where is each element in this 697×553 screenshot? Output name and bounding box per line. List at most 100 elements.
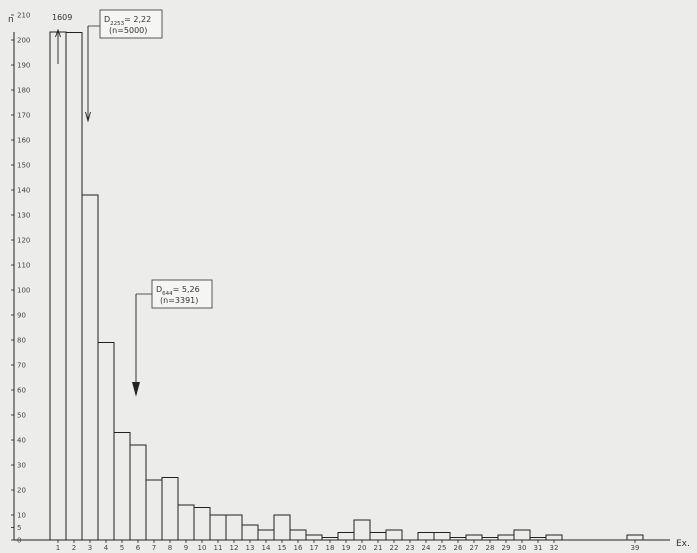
y-tick-label: 180: [17, 87, 30, 95]
x-tick-label: 5: [120, 544, 124, 552]
annotation-d644: D644= 5,26 (n=3391): [132, 279, 213, 397]
x-tick-label: 28: [486, 544, 495, 552]
annotation-formula: D2253= 2,22: [104, 15, 151, 27]
x-tick-label: 18: [326, 544, 335, 552]
x-tick-label: 2: [72, 544, 76, 552]
bar: [385, 529, 403, 541]
bar: [97, 342, 115, 541]
y-tick-label: 160: [17, 137, 30, 145]
bar: [161, 477, 179, 541]
annotation-formula: D644= 5,26: [156, 285, 200, 297]
x-axis-label: Ex.: [676, 539, 690, 549]
x-tick-label: 24: [422, 544, 431, 552]
x-tick-label: 21: [374, 544, 383, 552]
bar: [273, 514, 291, 541]
bar: [545, 534, 563, 541]
y-tick-label: 0: [17, 537, 21, 545]
y-tick-label: 70: [17, 362, 26, 370]
annotation-value: = 5,26: [173, 285, 200, 294]
bar: [145, 479, 163, 541]
y-axis-label: n: [8, 15, 14, 25]
x-tick-label: 31: [534, 544, 543, 552]
x-tick-label: 20: [358, 544, 367, 552]
x-tick-label: 7: [152, 544, 156, 552]
bar: [81, 194, 99, 541]
annotation-arrowhead: [132, 381, 140, 397]
x-tick-label: 13: [246, 544, 255, 552]
y-tick-label: 30: [17, 462, 26, 470]
bar: [289, 529, 307, 541]
bar: [337, 532, 355, 541]
bar: [481, 537, 499, 541]
y-tick-label: 90: [17, 312, 26, 320]
bars: [49, 31, 644, 541]
y-tick-label: 140: [17, 187, 30, 195]
y-tick-label: 120: [17, 237, 30, 245]
y-tick-label: 40: [17, 437, 26, 445]
bar: [626, 534, 644, 541]
x-tick-label: 30: [518, 544, 527, 552]
x-tick-label: 6: [136, 544, 141, 552]
y-tick-label: 170: [17, 112, 30, 120]
x-tick-label: 15: [278, 544, 287, 552]
bar: [449, 537, 467, 541]
x-tick-label: 16: [294, 544, 303, 552]
y-tick-label: 60: [17, 387, 26, 395]
bar: [513, 529, 531, 541]
bar: [433, 532, 451, 541]
y-tick-label: 100: [17, 287, 30, 295]
y-tick-label: 200: [17, 37, 30, 45]
bar: [65, 32, 83, 541]
bar: [369, 532, 387, 541]
x-tick-label: 9: [184, 544, 188, 552]
x-tick-label: 25: [438, 544, 447, 552]
y-tick-label: 130: [17, 212, 30, 220]
bar: [353, 519, 371, 541]
bar: [305, 534, 323, 541]
x-tick-label: 17: [310, 544, 319, 552]
x-ticks: 1 2 3 4 5 6 7 8 9 10 11 12 13 14 15 16 17 18 19 20 21 22 23 24 2…: [56, 540, 640, 552]
y-tick-label: 210: [17, 12, 30, 20]
x-tick-label: 23: [406, 544, 415, 552]
x-tick-label: 4: [104, 544, 109, 552]
top-value-arrowhead: [55, 28, 61, 38]
y-ticks: 0 5 10 20 30 40 50 60 70 80 90 100 110 120 130 140 150 16…: [11, 12, 30, 545]
x-tick-label: 19: [342, 544, 351, 552]
annotation-value: = 2,22: [124, 15, 151, 24]
y-tick-label: 5: [17, 524, 21, 532]
annotation-d-symbol: D: [156, 285, 162, 294]
x-tick-label: 26: [454, 544, 463, 552]
x-tick-label: 39: [631, 544, 640, 552]
x-tick-label: 14: [262, 544, 271, 552]
annotation-n: (n=3391): [160, 296, 198, 305]
x-tick-label: 3: [88, 544, 92, 552]
bar: [49, 31, 67, 541]
chart-axes: n Ex.: [8, 15, 690, 549]
bar: [177, 504, 195, 541]
annotation-subscript: 644: [162, 291, 173, 297]
x-tick-label: 12: [230, 544, 239, 552]
y-tick-label: 10: [17, 512, 26, 520]
x-tick-label: 32: [550, 544, 559, 552]
annotation-n: (n=5000): [109, 26, 147, 35]
bar: [225, 514, 243, 541]
bar: [321, 537, 339, 541]
x-tick-label: 1: [56, 544, 60, 552]
bar: [129, 444, 147, 541]
bar: [113, 432, 131, 541]
annotation-box: [99, 9, 163, 39]
annotation-d-symbol: D: [104, 15, 110, 24]
annotation-d2253: D2253= 2,22 (n=5000): [85, 9, 163, 123]
bar: [193, 507, 211, 541]
bar: [241, 524, 259, 541]
y-tick-label: 150: [17, 162, 30, 170]
x-tick-label: 8: [168, 544, 172, 552]
x-tick-label: 22: [390, 544, 399, 552]
top-value-marker: 1609: [52, 13, 72, 64]
x-tick-label: 10: [198, 544, 207, 552]
y-tick-label: 20: [17, 487, 26, 495]
bar: [209, 514, 227, 541]
x-tick-label: 29: [502, 544, 511, 552]
y-tick-label: 80: [17, 337, 26, 345]
